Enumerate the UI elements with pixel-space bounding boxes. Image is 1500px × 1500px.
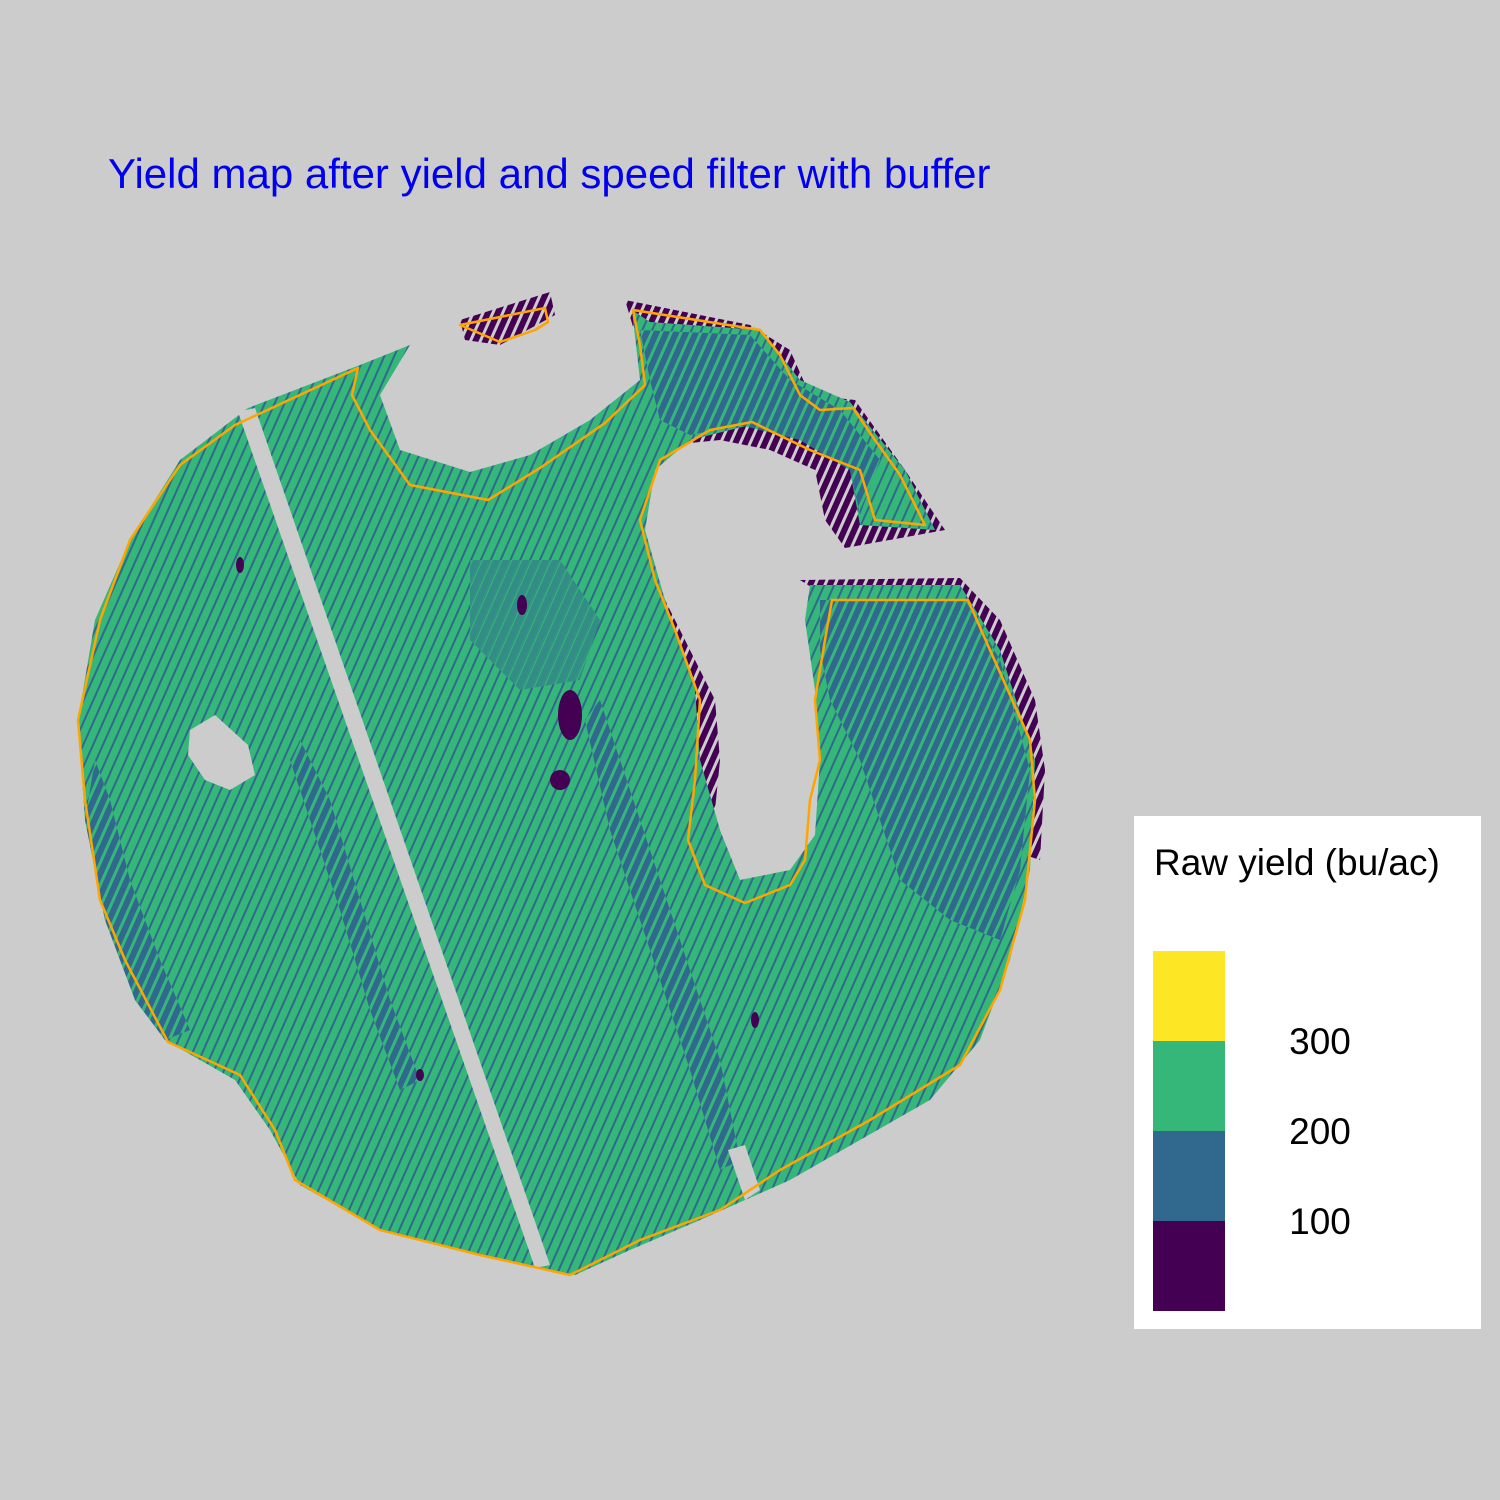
low-yield-patches xyxy=(236,557,759,1081)
legend-title: Raw yield (bu/ac) xyxy=(1154,842,1440,883)
legend-swatch-low xyxy=(1153,1221,1225,1311)
legend-swatch-mid-low xyxy=(1153,1131,1225,1221)
legend-tick-200: 200 xyxy=(1289,1111,1351,1152)
legend-swatch-high xyxy=(1153,951,1225,1041)
map-title: Yield map after yield and speed filter w… xyxy=(108,150,991,197)
field-boundary-buffer xyxy=(76,306,1037,1277)
legend-swatch-mid-high xyxy=(1153,1041,1225,1131)
legend: Raw yield (bu/ac) 300 200 100 xyxy=(1134,816,1481,1329)
legend-tick-100: 100 xyxy=(1289,1201,1351,1242)
field-gaps xyxy=(188,408,760,1268)
field-yield-area xyxy=(78,310,1035,1275)
legend-tick-300: 300 xyxy=(1289,1021,1351,1062)
